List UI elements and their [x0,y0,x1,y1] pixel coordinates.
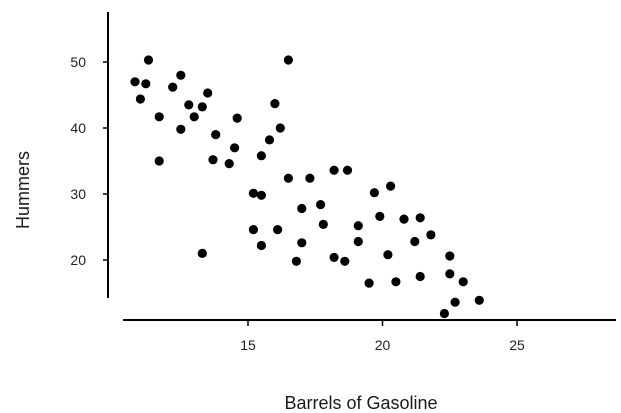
axes [108,12,616,320]
data-point [284,174,293,183]
data-point [399,215,408,224]
data-point [440,309,449,318]
data-point [319,220,328,229]
data-point [211,130,220,139]
data-point [249,225,258,234]
x-tick-label: 15 [240,337,256,353]
x-axis-title: Barrels of Gasoline [284,393,437,413]
x-tick-label: 25 [509,337,525,353]
data-point [144,55,153,64]
data-point [292,257,301,266]
data-point [168,83,177,92]
data-point [391,277,400,286]
data-point [155,112,164,121]
data-point [208,155,217,164]
data-point [176,71,185,80]
data-point [198,102,207,111]
data-point [265,135,274,144]
x-tick-label: 20 [375,337,391,353]
data-point [270,99,279,108]
data-point [370,188,379,197]
data-point [386,182,395,191]
data-point [316,200,325,209]
data-point [249,189,258,198]
y-tick-label: 40 [70,120,86,136]
y-axis-title: Hummers [13,151,33,229]
data-point [330,166,339,175]
data-point [375,212,384,221]
data-point [330,253,339,262]
data-point [198,249,207,258]
data-point [225,159,234,168]
data-point [305,174,314,183]
data-point [257,151,266,160]
data-point [297,204,306,213]
data-point [475,296,484,305]
data-points [130,55,484,318]
data-point [130,77,139,86]
data-point [410,237,419,246]
data-point [383,250,392,259]
data-point [416,272,425,281]
data-point [203,88,212,97]
data-point [136,94,145,103]
data-point [354,221,363,230]
data-point [257,191,266,200]
data-point [297,238,306,247]
data-point [354,237,363,246]
data-point [233,114,242,123]
data-point [184,100,193,109]
data-point [141,79,150,88]
data-point [284,55,293,64]
data-point [230,143,239,152]
data-point [273,225,282,234]
y-tick-label: 50 [70,54,86,70]
y-tick-label: 30 [70,186,86,202]
data-point [365,279,374,288]
data-point [257,241,266,250]
y-tick-label: 20 [70,252,86,268]
data-point [445,251,454,260]
data-point [426,230,435,239]
data-point [451,298,460,307]
data-point [176,125,185,134]
data-point [155,156,164,165]
data-point [343,166,352,175]
data-point [445,269,454,278]
data-point [459,277,468,286]
data-point [340,257,349,266]
data-point [276,123,285,132]
data-point [416,213,425,222]
data-point [190,112,199,121]
